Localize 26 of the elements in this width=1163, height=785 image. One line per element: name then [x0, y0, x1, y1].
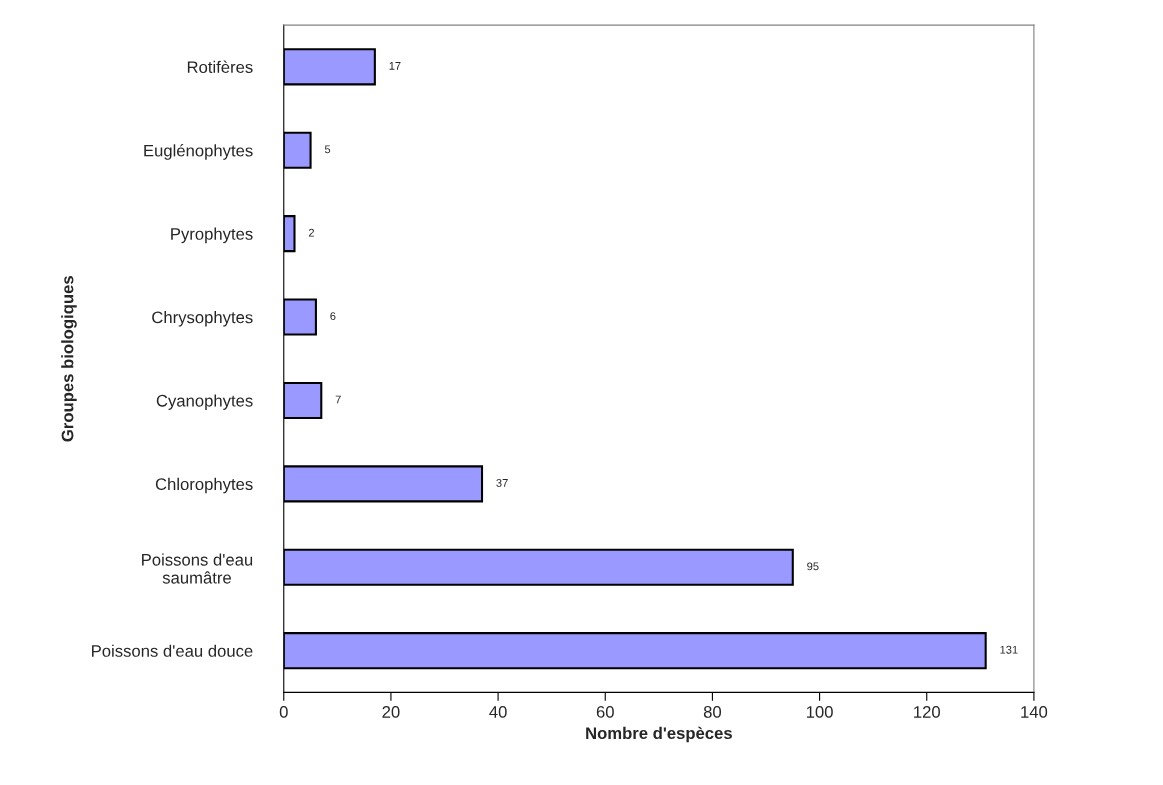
y-tick-label: Rotifères	[187, 60, 253, 74]
x-tick-label: 40	[489, 706, 507, 718]
y-tick-label: Cyanophytes	[156, 394, 253, 410]
data-label: 5	[324, 145, 331, 154]
data-label: 17	[389, 62, 401, 70]
y-tick-label: Euglénophytes	[144, 144, 253, 160]
data-label: 6	[330, 312, 336, 321]
x-axis-title: Nombre d'espèces	[586, 726, 732, 743]
y-tick-label: Poissons d'eau saumâtre	[142, 553, 253, 584]
y-tick-label: Poissons d'eau douce	[92, 644, 253, 657]
data-label: 2	[308, 228, 314, 237]
y-axis-title: Groupes biologiques	[61, 276, 77, 442]
data-label: 7	[335, 395, 341, 404]
x-tick-label: 100	[806, 706, 833, 718]
y-tick-label: Chlorophytes	[155, 477, 253, 494]
x-tick-label: 20	[382, 706, 400, 718]
x-tick-label: 140	[1021, 706, 1048, 718]
x-tick-label: 60	[596, 706, 614, 718]
x-tick-label: 80	[703, 706, 722, 718]
data-label: 131	[1000, 645, 1018, 654]
y-tick-label: Pyrophytes	[171, 227, 253, 244]
data-label: 37	[496, 478, 508, 487]
x-tick-label: 120	[914, 706, 940, 718]
x-tick-label: 0	[279, 706, 288, 718]
y-tick-label: Chrysophytes	[152, 311, 253, 327]
data-label: 95	[807, 562, 819, 571]
